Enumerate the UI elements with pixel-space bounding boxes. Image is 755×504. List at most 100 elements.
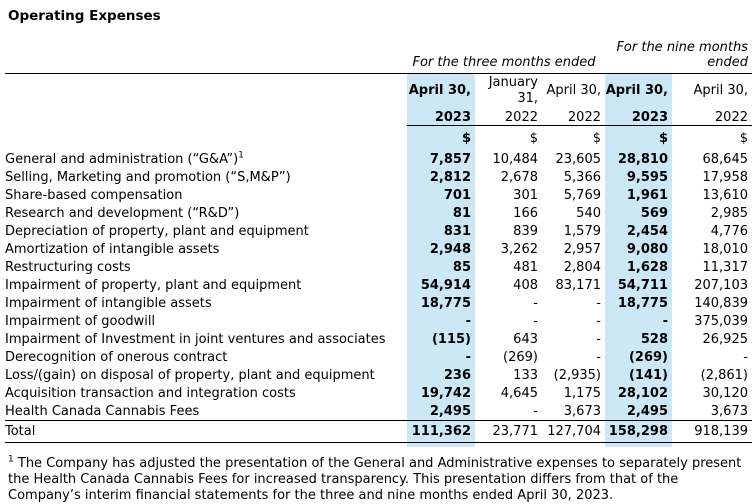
period-header-spacer	[5, 26, 407, 74]
expense-value: 1,628	[605, 258, 672, 276]
operating-expenses-table: For the three months ended For the nine …	[5, 26, 752, 447]
currency-header-spacer	[5, 126, 407, 151]
expense-row-label: Acquisition transaction and integration …	[5, 385, 296, 401]
expense-value: 23,605	[555, 151, 602, 167]
expense-row: Selling, Marketing and promotion (“S,M&P…	[5, 168, 752, 186]
expense-value: -	[407, 312, 475, 330]
expense-value: 207,103	[694, 277, 748, 293]
expense-value: 301	[513, 187, 538, 203]
expense-value: 81	[407, 204, 475, 222]
column-currency-header: $	[592, 130, 601, 146]
column-month-header: April 30,	[407, 73, 475, 108]
expense-value: 408	[513, 277, 538, 293]
stub-cell	[672, 443, 752, 448]
stub-cell	[605, 442, 672, 447]
column-year-header: 2023	[407, 108, 475, 126]
total-value: 23,771	[475, 420, 542, 443]
expense-value: 19,742	[407, 384, 475, 402]
expense-row-label: General and administration (“G&A”)1	[5, 150, 244, 167]
expense-row: General and administration (“G&A”)1 7,857…	[5, 150, 752, 168]
expense-value: 375,039	[694, 313, 748, 329]
expense-value: 2,454	[605, 222, 672, 240]
expense-value: 54,711	[605, 276, 672, 294]
expense-value: 3,673	[710, 403, 748, 419]
expense-value: 28,810	[605, 150, 672, 168]
expense-value: 569	[605, 204, 672, 222]
column-year-header: 2022	[542, 108, 605, 126]
expense-row-label: Restructuring costs	[5, 259, 131, 275]
expense-value: 839	[513, 223, 538, 239]
expense-value: 30,120	[702, 385, 749, 401]
total-row: Total 111,362 23,771 127,704 158,298 918,139	[5, 420, 752, 443]
expense-value: 10,484	[492, 151, 539, 167]
total-label: Total	[5, 420, 407, 443]
expense-value: 133	[513, 367, 538, 383]
month-header-row: April 30, January 31, April 30, April 30, Ap…	[5, 73, 752, 108]
expense-value: -	[596, 331, 601, 347]
expense-value: (141)	[605, 366, 672, 384]
expense-row: Share-based compensation 701 301 5,769 1,961…	[5, 186, 752, 204]
expense-row: Loss/(gain) on disposal of property, pla…	[5, 366, 752, 384]
column-month-header: April 30,	[693, 83, 748, 98]
expense-row-label: Derecognition of onerous contract	[5, 349, 228, 365]
expense-value: 18,010	[702, 241, 749, 257]
expense-value: 83,171	[555, 277, 602, 293]
total-value: 158,298	[605, 420, 672, 443]
column-year-header: 2023	[605, 108, 672, 126]
expense-value: 54,914	[407, 276, 475, 294]
expense-value: 1,579	[563, 223, 601, 239]
expense-value: 2,678	[500, 169, 538, 185]
expense-value: 9,595	[605, 168, 672, 186]
total-value: 918,139	[672, 420, 752, 443]
stub-spacer-cell	[5, 443, 407, 448]
expense-value: -	[533, 313, 538, 329]
column-year-header: 2022	[475, 108, 542, 126]
expense-value: 2,948	[407, 240, 475, 258]
expense-value: 2,957	[563, 241, 601, 257]
stub-cell	[407, 442, 475, 447]
expense-value: 540	[576, 205, 601, 221]
expense-value: 5,769	[563, 187, 601, 203]
column-currency-header: $	[605, 125, 672, 150]
total-value: 111,362	[407, 420, 475, 443]
expense-row: Amortization of intangible assets 2,948 3,…	[5, 240, 752, 258]
footnote: 1 The Company has adjusted the presentat…	[8, 454, 746, 504]
expense-row: Acquisition transaction and integration …	[5, 384, 752, 402]
year-header-row: 2023 2022 2022 2023 2022	[5, 108, 752, 126]
expense-value: 13,610	[702, 187, 749, 203]
expense-row-label: Amortization of intangible assets	[5, 241, 220, 257]
expense-value: 4,645	[500, 385, 538, 401]
expense-value: 85	[407, 258, 475, 276]
expense-value: 3,262	[500, 241, 538, 257]
expense-value: -	[596, 295, 601, 311]
expense-row-label: Impairment of property, plant and equipm…	[5, 277, 302, 293]
expense-row-label: Impairment of goodwill	[5, 313, 156, 329]
expense-value: 528	[605, 330, 672, 348]
expense-value: 7,857	[407, 150, 475, 168]
expense-row-label: Impairment of intangible assets	[5, 295, 212, 311]
stub-cell	[475, 443, 542, 448]
column-month-header: January 31,	[488, 75, 538, 106]
expense-row-label: Selling, Marketing and promotion (“S,M&P…	[5, 169, 291, 185]
highlight-stub-row	[5, 442, 752, 448]
expense-value: -	[596, 349, 601, 365]
expense-value: 2,812	[407, 168, 475, 186]
expense-row: Impairment of goodwill - - - -375,039	[5, 312, 752, 330]
period-three-months-label: For the three months ended	[407, 26, 605, 74]
expense-value: -	[605, 312, 672, 330]
expense-row: Restructuring costs 85 481 2,804 1,628 11,317	[5, 258, 752, 276]
expense-row-label: Share-based compensation	[5, 187, 183, 203]
page-title: Operating Expenses	[8, 8, 161, 24]
year-header-spacer	[5, 108, 407, 126]
expense-row-label: Research and development (“R&D”)	[5, 205, 240, 221]
expense-value: (269)	[503, 349, 538, 365]
expense-value: 2,804	[563, 259, 601, 275]
expense-value: 140,839	[694, 295, 748, 311]
expense-value: (269)	[605, 348, 672, 366]
footnote-marker: 1	[8, 454, 14, 465]
expense-value: 5,366	[563, 169, 601, 185]
column-month-header: April 30,	[605, 73, 672, 108]
expense-value: (2,861)	[700, 367, 748, 383]
total-value: 127,704	[542, 420, 605, 443]
